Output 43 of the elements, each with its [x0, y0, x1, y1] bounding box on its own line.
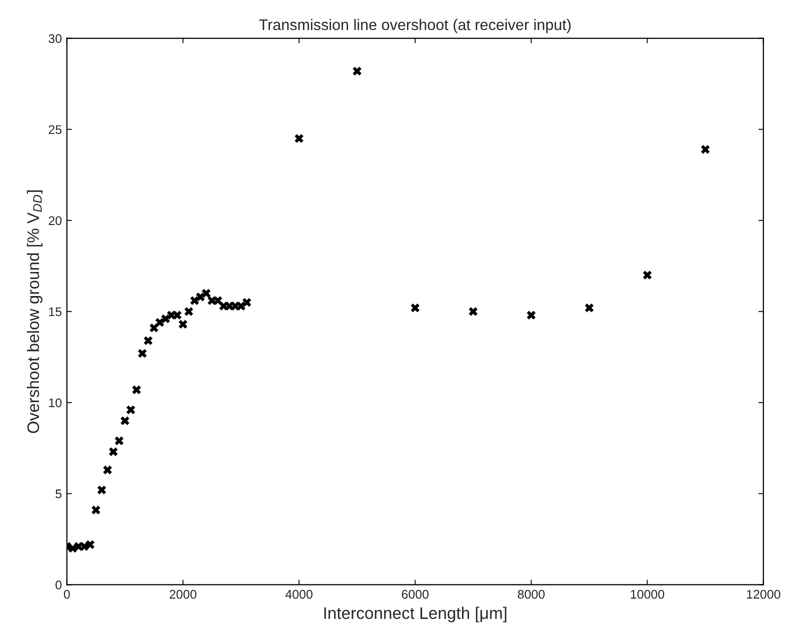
- point: [584, 303, 594, 312]
- point: [352, 66, 362, 76]
- point: [86, 540, 95, 550]
- x-tick-label: 8000: [518, 590, 545, 599]
- y-tick-label: 0: [56, 580, 62, 590]
- point: [178, 320, 188, 329]
- point: [114, 436, 124, 446]
- point: [108, 447, 118, 456]
- point: [190, 296, 199, 305]
- point: [700, 145, 710, 154]
- point: [642, 270, 652, 280]
- x-tick-label: 2000: [170, 590, 196, 599]
- point: [202, 288, 211, 298]
- point: [144, 336, 153, 346]
- point: [138, 349, 147, 358]
- y-tick-label: 15: [49, 307, 62, 316]
- y-axis-title: Overshoot below ground [% V$_{DD}$]: [26, 190, 42, 434]
- point: [132, 385, 141, 394]
- y-tick-label: 5: [56, 490, 62, 498]
- point: [120, 416, 130, 426]
- x-tick-label: 10000: [630, 590, 664, 599]
- point: [468, 307, 478, 316]
- point: [184, 307, 194, 316]
- point: [196, 292, 205, 302]
- x-tick-label: 6000: [402, 590, 429, 599]
- point: [97, 486, 106, 494]
- point: [526, 310, 536, 320]
- y-tick-label: 10: [49, 398, 62, 408]
- x-tick-label: 12000: [746, 590, 780, 599]
- point: [150, 324, 158, 332]
- point: [103, 466, 112, 474]
- x-tick-label: 4000: [285, 590, 312, 599]
- point: [242, 298, 252, 307]
- y-tick-label: 20: [48, 216, 62, 226]
- point: [92, 506, 100, 514]
- point: [410, 303, 420, 312]
- point: [294, 134, 304, 143]
- x-tick-label: 0: [64, 590, 70, 599]
- y-tick-label: 25: [48, 125, 62, 134]
- x-axis-title: Interconnect Length [μm]: [324, 606, 506, 622]
- point: [126, 405, 136, 414]
- y-tick-label: 30: [48, 34, 62, 43]
- chart-title: Transmission line overshoot (at receiver input): [259, 18, 571, 34]
